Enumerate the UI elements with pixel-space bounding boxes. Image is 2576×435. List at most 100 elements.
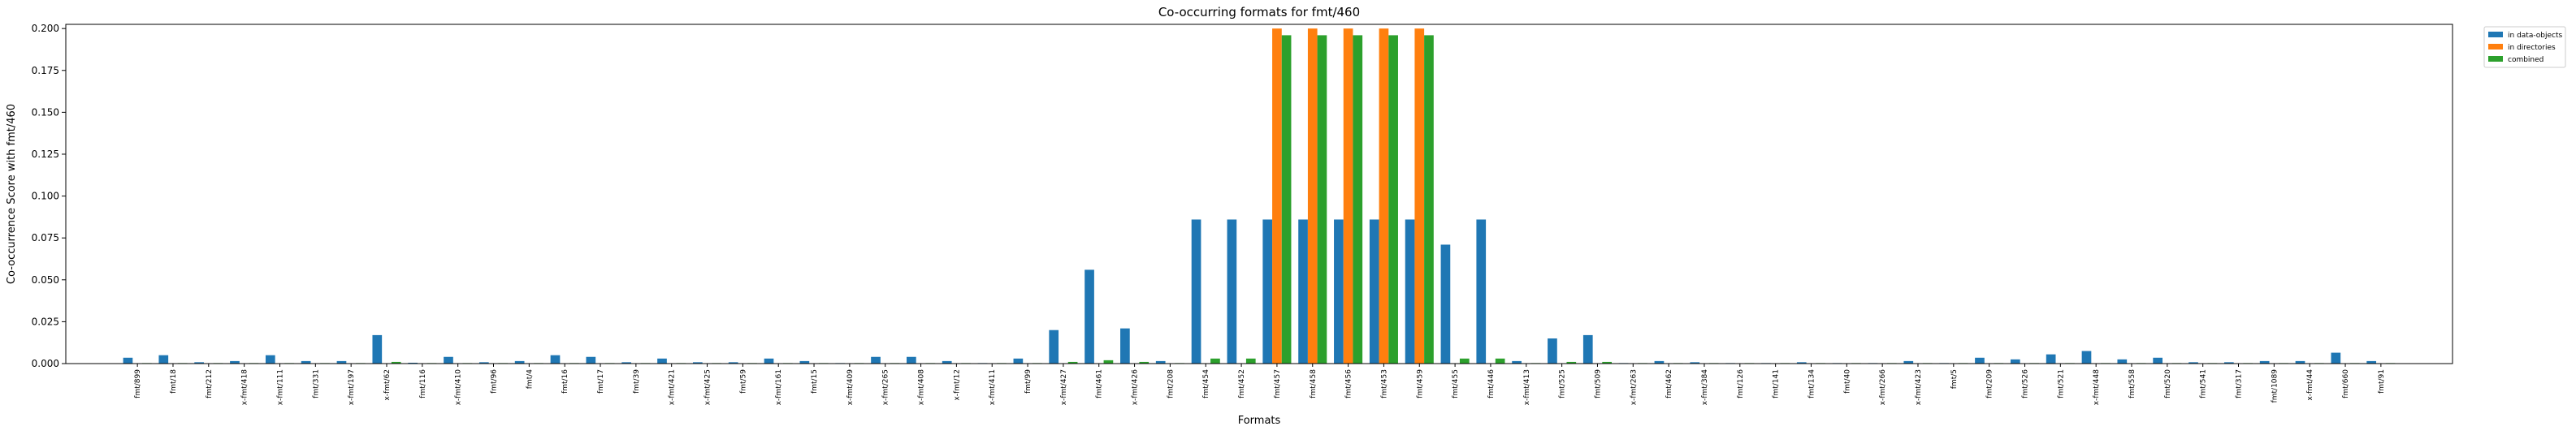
bar: [1440, 244, 1451, 364]
x-tick-label: x-fmt/111: [276, 369, 284, 405]
bar: [692, 362, 703, 364]
x-tick-label: fmt/91: [2378, 369, 2386, 394]
bar: [2046, 354, 2056, 364]
bar: [1975, 357, 1985, 364]
bar: [1424, 35, 1434, 364]
x-tick-label: fmt/331: [312, 369, 320, 398]
bar: [2153, 357, 2163, 364]
x-tick-label: fmt/462: [1665, 369, 1673, 398]
x-tick-label: fmt/18: [170, 369, 178, 394]
y-tick-label: 0.000: [32, 358, 59, 369]
x-tick-label: fmt/509: [1594, 369, 1602, 398]
x-tick-label: fmt/59: [739, 369, 747, 394]
bar: [2081, 351, 2092, 364]
x-axis: fmt/899 fmt/18 fmt/212 x-fmt/418 x-fmt/111 fm…: [134, 364, 2386, 405]
x-tick-label: fmt/99: [1024, 369, 1033, 394]
x-tick-label: fmt/116: [419, 369, 427, 398]
x-tick-label: x-fmt/266: [1879, 369, 1887, 406]
bar: [2259, 360, 2270, 364]
bar: [478, 362, 489, 364]
bar: [408, 362, 418, 364]
x-tick-label: fmt/209: [1986, 369, 1994, 398]
legend: in data-objects in directories combined: [2483, 26, 2566, 68]
legend-label: in directories: [2508, 44, 2556, 52]
x-tick-label: fmt/5: [1950, 369, 1959, 389]
x-tick-label: x-fmt/421: [669, 369, 677, 405]
bar: [391, 361, 401, 364]
x-tick-label: fmt/455: [1452, 369, 1460, 398]
bar: [550, 355, 561, 364]
bar: [1272, 28, 1282, 364]
x-tick-label: x-fmt/410: [455, 369, 463, 406]
x-tick-label: fmt/456: [1345, 369, 1353, 398]
x-tick-label: x-fmt/413: [1523, 369, 1531, 405]
bar: [1796, 362, 1807, 364]
y-tick-label: 0.050: [32, 274, 59, 286]
y-tick-label: 0.150: [32, 106, 59, 118]
bar: [1566, 361, 1577, 364]
bar: [1317, 35, 1327, 364]
x-tick-label: fmt/526: [2021, 369, 2029, 398]
x-tick-label: fmt/446: [1487, 369, 1496, 398]
y-axis-label: Co-occurrence Score with fmt/460: [6, 104, 18, 284]
x-tick-label: fmt/461: [1096, 369, 1104, 398]
x-tick-label: fmt/17: [597, 369, 605, 394]
bar: [301, 360, 311, 364]
bar: [514, 360, 525, 364]
bar: [657, 358, 667, 364]
x-tick-label: x-fmt/423: [1915, 369, 1923, 405]
x-tick-label: x-fmt/411: [989, 369, 997, 405]
bar: [1307, 28, 1318, 364]
plot-frame: [65, 24, 2453, 364]
bar: [728, 362, 738, 364]
bar: [1405, 219, 1415, 364]
bar: [444, 356, 453, 364]
y-tick-label: 0.025: [32, 316, 59, 327]
bar: [2189, 362, 2198, 364]
x-tick-label: fmt/141: [1773, 369, 1781, 398]
bar: [1548, 338, 1557, 364]
bar: [1414, 28, 1425, 364]
bar: [1227, 219, 1237, 364]
bar: [1085, 269, 1094, 364]
legend-label: combined: [2508, 56, 2544, 64]
bar: [123, 357, 133, 364]
bar: [621, 362, 632, 364]
x-tick-label: fmt/4: [526, 369, 534, 389]
x-tick-label: fmt/459: [1416, 369, 1424, 398]
bar: [1654, 360, 1665, 364]
x-tick-label: x-fmt/427: [1060, 369, 1068, 405]
x-tick-label: x-fmt/408: [918, 369, 926, 406]
x-tick-label: x-fmt/161: [775, 369, 783, 405]
bar: [2223, 362, 2234, 364]
bar: [1512, 360, 1522, 364]
bar: [1049, 329, 1059, 364]
x-tick-label: x-fmt/426: [1132, 369, 1140, 406]
x-tick-label: x-fmt/384: [1701, 369, 1709, 406]
x-tick-label: fmt/457: [1274, 369, 1282, 398]
bar: [586, 356, 596, 364]
bar: [1602, 361, 1612, 364]
bar: [1067, 361, 1078, 364]
x-tick-label: fmt/208: [1167, 369, 1175, 398]
bar: [1210, 358, 1220, 364]
bar: [1343, 28, 1353, 364]
bar: [2010, 359, 2020, 364]
x-tick-label: fmt/521: [2057, 369, 2065, 398]
bar: [1459, 358, 1470, 364]
bar: [1495, 358, 1505, 364]
x-tick-label: fmt/16: [561, 369, 569, 394]
x-tick-label: x-fmt/425: [704, 369, 712, 405]
bar: [2117, 359, 2128, 364]
x-tick-label: fmt/660: [2342, 369, 2350, 398]
bar: [1013, 358, 1024, 364]
x-tick-label: fmt/96: [491, 369, 499, 394]
y-tick-label: 0.125: [32, 149, 59, 160]
x-tick-label: x-fmt/44: [2306, 369, 2314, 401]
bar: [1245, 358, 1256, 364]
bar: [372, 334, 383, 364]
x-tick-label: x-fmt/62: [383, 369, 392, 401]
bar: [907, 356, 916, 364]
bar: [1476, 219, 1487, 364]
